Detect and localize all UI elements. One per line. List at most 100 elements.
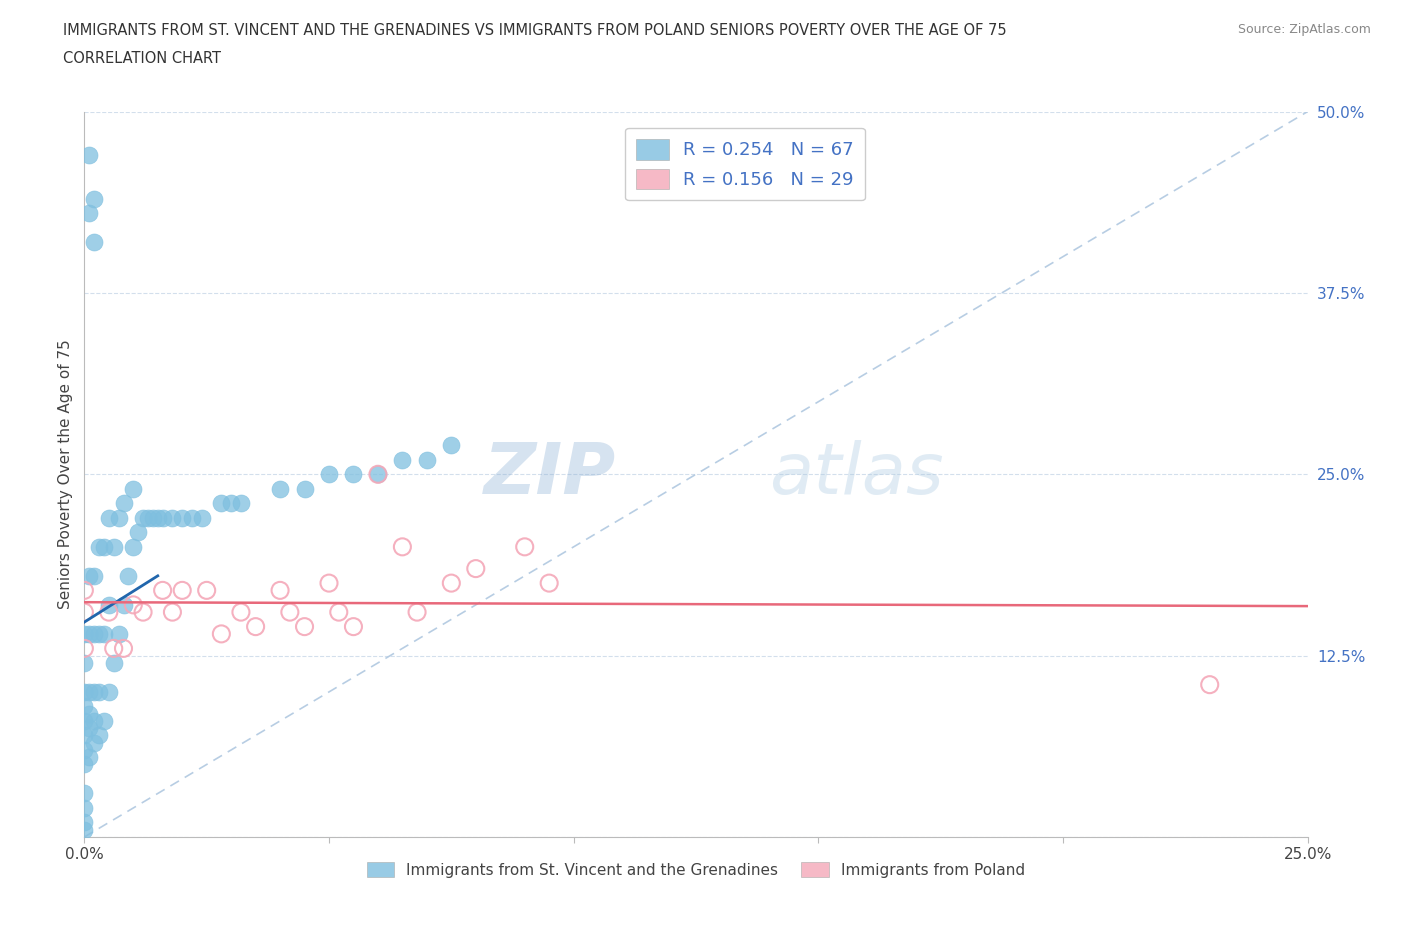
Point: [73, 728, 96, 743]
Point: [83, 684, 105, 699]
Point: [73, 786, 96, 801]
Point: [73, 815, 96, 830]
Point: [83, 234, 105, 249]
Point: [97, 597, 120, 612]
Point: [83, 627, 105, 642]
Point: [73, 742, 96, 757]
Point: [77, 568, 100, 583]
Point: [132, 511, 155, 525]
Point: [219, 496, 242, 511]
Point: [93, 539, 115, 554]
Point: [152, 511, 174, 525]
Point: [73, 604, 96, 619]
Point: [73, 627, 96, 642]
Point: [103, 656, 125, 671]
Point: [464, 561, 486, 576]
Point: [294, 619, 316, 634]
Point: [229, 496, 252, 511]
Point: [269, 482, 291, 497]
Point: [294, 482, 316, 497]
Text: IMMIGRANTS FROM ST. VINCENT AND THE GRENADINES VS IMMIGRANTS FROM POLAND SENIORS: IMMIGRANTS FROM ST. VINCENT AND THE GREN…: [63, 23, 1007, 38]
Point: [538, 576, 561, 591]
Point: [87, 539, 110, 554]
Point: [112, 496, 135, 511]
Point: [142, 511, 165, 525]
Point: [440, 576, 463, 591]
Point: [122, 482, 145, 497]
Point: [73, 641, 96, 656]
Text: Source: ZipAtlas.com: Source: ZipAtlas.com: [1237, 23, 1371, 36]
Point: [152, 583, 174, 598]
Point: [513, 539, 536, 554]
Point: [107, 627, 129, 642]
Point: [73, 822, 96, 837]
Point: [87, 728, 110, 743]
Point: [342, 619, 364, 634]
Point: [406, 604, 429, 619]
Point: [367, 467, 389, 482]
Point: [77, 148, 100, 163]
Point: [391, 452, 413, 467]
Point: [195, 583, 218, 598]
Point: [93, 627, 115, 642]
Point: [122, 597, 145, 612]
Point: [77, 684, 100, 699]
Point: [132, 604, 155, 619]
Point: [367, 467, 389, 482]
Point: [278, 604, 301, 619]
Point: [73, 656, 96, 671]
Point: [191, 511, 214, 525]
Point: [112, 597, 135, 612]
Point: [77, 206, 100, 220]
Point: [209, 627, 232, 642]
Text: CORRELATION CHART: CORRELATION CHART: [63, 51, 221, 66]
Point: [83, 192, 105, 206]
Text: atlas: atlas: [769, 440, 943, 509]
Legend: Immigrants from St. Vincent and the Grenadines, Immigrants from Poland: Immigrants from St. Vincent and the Gren…: [360, 856, 1032, 884]
Text: ZIP: ZIP: [484, 440, 616, 509]
Point: [269, 583, 291, 598]
Point: [77, 750, 100, 764]
Point: [97, 684, 120, 699]
Point: [73, 757, 96, 772]
Point: [73, 583, 96, 598]
Point: [107, 511, 129, 525]
Point: [73, 684, 96, 699]
Point: [73, 801, 96, 816]
Point: [440, 438, 463, 453]
Point: [146, 511, 169, 525]
Point: [117, 568, 139, 583]
Point: [122, 539, 145, 554]
Point: [73, 713, 96, 728]
Point: [416, 452, 439, 467]
Y-axis label: Seniors Poverty Over the Age of 75: Seniors Poverty Over the Age of 75: [58, 339, 73, 609]
Point: [162, 604, 184, 619]
Point: [1198, 677, 1220, 692]
Point: [112, 641, 135, 656]
Point: [83, 568, 105, 583]
Point: [391, 539, 413, 554]
Point: [87, 627, 110, 642]
Point: [87, 684, 110, 699]
Point: [229, 604, 252, 619]
Point: [77, 721, 100, 736]
Point: [209, 496, 232, 511]
Point: [342, 467, 364, 482]
Point: [73, 699, 96, 714]
Point: [162, 511, 184, 525]
Point: [93, 713, 115, 728]
Point: [103, 539, 125, 554]
Point: [245, 619, 267, 634]
Point: [127, 525, 149, 539]
Point: [97, 604, 120, 619]
Point: [172, 511, 194, 525]
Point: [172, 583, 194, 598]
Point: [318, 576, 340, 591]
Point: [318, 467, 340, 482]
Point: [83, 736, 105, 751]
Point: [83, 713, 105, 728]
Point: [136, 511, 159, 525]
Point: [181, 511, 204, 525]
Point: [97, 511, 120, 525]
Point: [328, 604, 350, 619]
